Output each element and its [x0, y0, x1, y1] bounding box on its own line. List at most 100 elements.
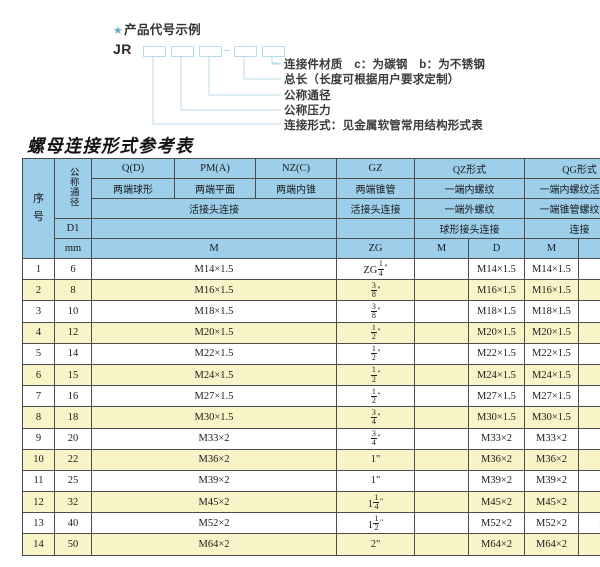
- cell-qg-m: M33×2: [524, 427, 579, 450]
- cell-bore: 18: [54, 406, 92, 429]
- leader-lines: [152, 56, 281, 125]
- header-group-gz: GZ: [336, 158, 415, 179]
- header-row-union: 活接头连接 活接头连接 一端外螺纹 一端锥管螺纹接头: [23, 198, 600, 219]
- header-row-codes: 序号 公称通径 Q(D) PM(A) NZ(C) GZ QZ形式 QG形式: [22, 158, 600, 259]
- header-blank-gz: [336, 218, 415, 239]
- cell-gz: 1 2 ": [336, 321, 415, 344]
- cell-qz-m: [414, 448, 469, 471]
- cell-bore: 14: [54, 342, 92, 365]
- cell-gz: 1 2 ": [336, 385, 415, 408]
- code-example-heading: ★产品代号示例: [113, 19, 201, 38]
- cell-bore: 50: [54, 533, 92, 556]
- cell-m: M33×2: [91, 427, 337, 450]
- cell-seq: 1: [22, 257, 55, 281]
- cell-seq: 3: [22, 300, 55, 323]
- header-seq-l2: 号: [33, 210, 44, 223]
- cell-bore: 15: [54, 363, 92, 387]
- cell-qg-zg: 1": [577, 448, 600, 471]
- code-example-heading-text: 产品代号示例: [124, 23, 201, 37]
- cell-qg-zg: 12": [577, 321, 600, 344]
- header-nominal-bore: 公称通径: [54, 158, 92, 219]
- header-group-pma: PM(A): [174, 158, 256, 179]
- cell-bore: 22: [54, 448, 92, 471]
- header-group-qz: QZ形式: [414, 158, 525, 179]
- cell-gz: 1 1 2 ": [336, 512, 415, 535]
- cell-gz: 1 2 ": [336, 363, 415, 387]
- cell-qz-d: M30×1.5: [468, 406, 525, 429]
- cell-m: M16×1.5: [91, 279, 337, 302]
- header-gz-r2: 两端锥管: [336, 178, 415, 199]
- cell-qz-d: M64×2: [468, 533, 525, 556]
- cell-qz-m: [414, 469, 469, 493]
- cell-qz-m: [414, 385, 469, 408]
- header-qz-r3: 一端外螺纹: [414, 198, 525, 219]
- product-code-diagram: ★产品代号示例 JR: [0, 0, 600, 132]
- cell-qg-zg: 38": [577, 300, 600, 323]
- header-qg-r3: 一端锥管螺纹接头: [523, 198, 600, 219]
- cell-gz: 3 4 ": [336, 427, 415, 450]
- header-mm: mm: [54, 238, 92, 259]
- cell-qg-zg: 38": [577, 279, 600, 302]
- code-box-2: [171, 46, 194, 57]
- cell-seq: 13: [22, 512, 55, 535]
- cell-qz-d: M14×1.5: [468, 257, 525, 281]
- header-qz-r4: 球形接头连接: [414, 218, 525, 239]
- cell-seq: 14: [22, 533, 55, 556]
- cell-gz: 3 4 ": [336, 406, 415, 429]
- cell-qg-m: M24×1.5: [524, 363, 579, 387]
- header-qz-r2: 一端内螺纹: [414, 178, 525, 199]
- cell-qg-zg: 12": [577, 342, 600, 365]
- cell-bore: 16: [54, 385, 92, 408]
- cell-qz-m: [414, 406, 469, 429]
- cell-m: M20×1.5: [91, 321, 337, 344]
- cell-qg-m: M52×2: [524, 512, 579, 535]
- header-row-end-form: 两端球形 两端平面 两端内锥 两端锥管 一端内螺纹 一端内螺纹活接头: [23, 178, 600, 199]
- cell-seq: 12: [22, 491, 55, 514]
- cell-qz-d: M20×1.5: [468, 321, 525, 344]
- cell-bore: 8: [54, 279, 92, 302]
- cell-qz-d: M16×1.5: [468, 279, 525, 302]
- cell-m: M22×1.5: [91, 342, 337, 365]
- cell-qz-d: M36×2: [468, 448, 525, 471]
- header-seq-l1: 序: [33, 193, 44, 206]
- annotation-length: 总长（长度可根据用户要求定制）: [284, 74, 460, 86]
- cell-qz-d: M33×2: [468, 427, 525, 450]
- cell-qg-m: M39×2: [524, 469, 579, 493]
- code-box-5: [262, 46, 285, 57]
- header-unit-m: M: [91, 238, 337, 259]
- cell-qz-m: [414, 257, 469, 281]
- cell-gz: 1 1 4 ": [336, 491, 415, 514]
- nut-connection-reference-table: 序号 公称通径 Q(D) PM(A) NZ(C) GZ QZ形式 QG形式 两端…: [22, 158, 600, 556]
- cell-bore: 25: [54, 469, 92, 493]
- header-unit-qg-zg: ZG: [577, 238, 600, 259]
- cell-gz: 1": [336, 469, 415, 493]
- cell-qg-m: M30×1.5: [524, 406, 579, 429]
- cell-qg-zg: 112": [577, 512, 600, 535]
- header-row-d1: D1 球形接头连接 连接: [23, 218, 600, 239]
- cell-bore: 32: [54, 491, 92, 514]
- header-nzc-r2: 两端内锥: [255, 178, 337, 199]
- annotation-pressure: 公称压力: [284, 105, 331, 117]
- cell-gz: 3 8 ": [336, 300, 415, 323]
- cell-seq: 11: [22, 469, 55, 493]
- cell-m: M36×2: [91, 448, 337, 471]
- cell-qg-m: M18×1.5: [524, 300, 579, 323]
- cell-qz-d: M24×1.5: [468, 363, 525, 387]
- cell-qg-m: M27×1.5: [524, 385, 579, 408]
- cell-qg-zg: 14": [577, 257, 600, 281]
- cell-m: M14×1.5: [91, 257, 337, 281]
- header-qd-r2: 两端球形: [91, 178, 175, 199]
- cell-qg-zg: 34": [577, 427, 600, 450]
- header-pma-r2: 两端平面: [174, 178, 256, 199]
- code-box-1: [143, 46, 166, 57]
- header-unit-qz-m: M: [414, 238, 469, 259]
- cell-qg-m: M20×1.5: [524, 321, 579, 344]
- cell-gz: 2": [336, 533, 415, 556]
- cell-m: M24×1.5: [91, 363, 337, 387]
- cell-qg-m: M36×2: [524, 448, 579, 471]
- cell-qg-zg: 12": [577, 385, 600, 408]
- header-group-qg: QG形式: [523, 158, 600, 179]
